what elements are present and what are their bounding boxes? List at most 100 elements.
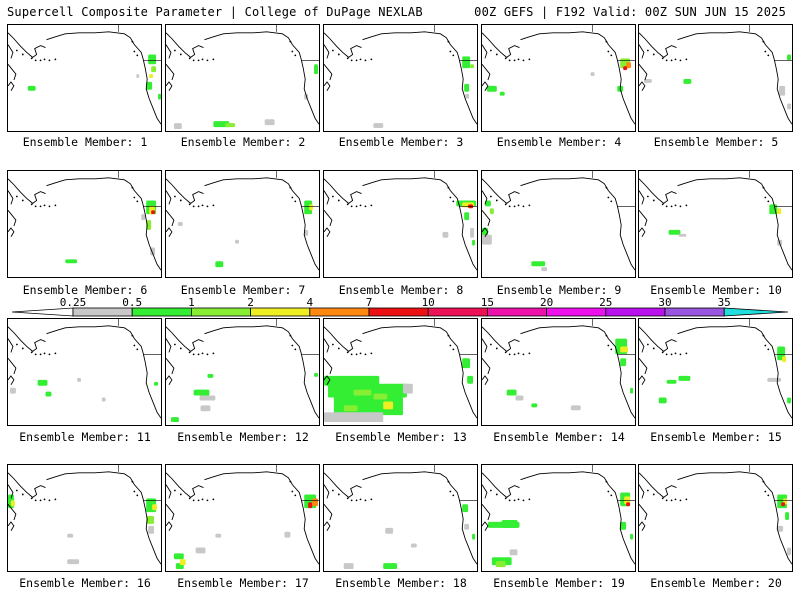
parameter-shading <box>158 93 161 100</box>
parameter-shading <box>410 543 417 548</box>
island <box>670 499 673 502</box>
country-border <box>749 171 792 207</box>
model-run-info: 00Z GEFS | F192 Valid: 00Z SUN JUN 15 20… <box>474 5 786 19</box>
country-border <box>592 171 635 207</box>
map-canvas <box>482 319 635 419</box>
parameter-shading <box>785 512 790 520</box>
parameter-shading <box>590 72 595 77</box>
parameter-shading <box>683 78 692 84</box>
ensemble-member-label: Ensemble Member: 14 <box>493 430 625 444</box>
island <box>447 334 450 337</box>
island <box>15 489 18 492</box>
island <box>449 490 452 493</box>
island <box>670 59 673 62</box>
parameter-shading <box>9 387 16 394</box>
ensemble-member-label: Ensemble Member: 2 <box>180 135 306 149</box>
color-scale-tick-label: 10 <box>421 296 435 309</box>
island <box>289 334 292 337</box>
coastline <box>8 325 161 419</box>
parameter-shading <box>464 83 470 92</box>
island <box>447 40 450 43</box>
ensemble-member-map <box>481 318 636 426</box>
island <box>54 204 57 207</box>
island <box>133 196 136 199</box>
parameter-shading <box>462 504 469 513</box>
country-border <box>749 465 792 501</box>
ensemble-member-map <box>638 170 793 278</box>
parameter-shading <box>620 346 629 353</box>
parameter-shading <box>179 559 186 566</box>
map-canvas <box>639 465 792 565</box>
ensemble-member-label: Ensemble Member: 18 <box>335 576 467 590</box>
island <box>449 344 452 347</box>
parameter-shading <box>284 531 291 538</box>
map-canvas <box>639 171 792 271</box>
island <box>452 200 455 203</box>
parameter-shading <box>464 212 470 221</box>
island <box>370 58 373 61</box>
island <box>294 54 297 57</box>
island <box>21 53 24 56</box>
color-scale-low-end <box>11 307 74 317</box>
island <box>355 499 358 502</box>
parameter-shading <box>67 533 74 538</box>
coastline <box>324 44 333 91</box>
ensemble-member-map <box>7 464 162 572</box>
island <box>197 59 200 62</box>
parameter-shading <box>304 229 309 236</box>
parameter-shading <box>462 56 471 69</box>
ensemble-member-map <box>481 24 636 132</box>
country-border <box>118 25 161 61</box>
map-canvas <box>166 465 319 570</box>
island <box>206 499 209 502</box>
island <box>652 199 655 202</box>
parameter-shading <box>215 261 224 268</box>
island <box>34 353 37 356</box>
parameter-shading <box>353 389 372 396</box>
parameter-shading <box>462 358 471 369</box>
parameter-shading <box>489 208 494 215</box>
island <box>508 59 511 62</box>
coastline <box>482 484 491 531</box>
parameter-shading <box>148 525 155 534</box>
map-canvas <box>324 465 477 570</box>
parameter-shading <box>37 379 48 386</box>
parameter-shading <box>626 502 631 507</box>
map-canvas <box>166 319 319 423</box>
parameter-shading <box>570 405 581 411</box>
island <box>495 199 498 202</box>
parameter-shading <box>777 525 784 532</box>
coastline <box>639 325 792 419</box>
island <box>489 343 492 346</box>
island <box>449 196 452 199</box>
parameter-shading <box>787 103 792 110</box>
parameter-shading <box>308 502 313 509</box>
island <box>522 205 525 208</box>
color-scale-tick-label: 4 <box>306 296 314 309</box>
color-scale-tick-label: 20 <box>539 296 554 309</box>
island <box>212 58 215 61</box>
island <box>201 498 204 501</box>
parameter-shading <box>314 64 319 75</box>
island <box>646 343 649 346</box>
island <box>54 498 57 501</box>
island <box>517 498 520 501</box>
country-border <box>749 319 792 355</box>
island <box>605 334 608 337</box>
island <box>173 49 176 52</box>
island <box>39 205 42 208</box>
parameter-shading <box>767 377 782 382</box>
parameter-shading <box>304 200 313 215</box>
color-scale-segment <box>427 307 488 317</box>
island <box>173 343 176 346</box>
island <box>685 204 688 207</box>
ensemble-member-label: Ensemble Member: 17 <box>177 576 309 590</box>
island <box>131 480 134 483</box>
ensemble-member-label: Ensemble Member: 3 <box>338 135 464 149</box>
island <box>528 58 531 61</box>
ensemble-member-label: Ensemble Member: 16 <box>19 576 151 590</box>
island <box>607 50 610 53</box>
island <box>762 480 765 483</box>
parameter-shading <box>149 74 154 78</box>
coastline <box>324 471 477 565</box>
